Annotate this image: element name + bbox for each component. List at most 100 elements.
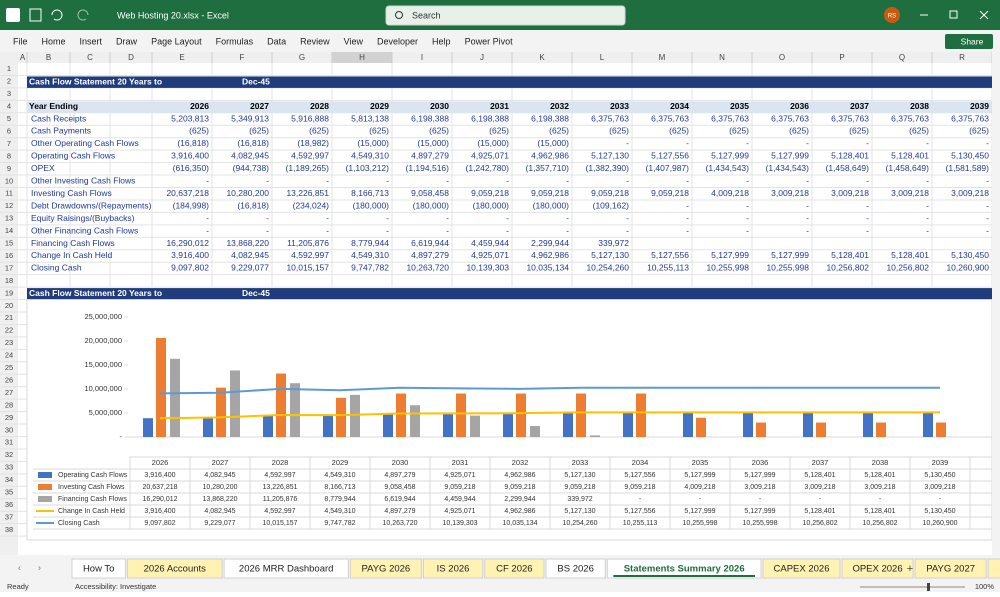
sheet-tab[interactable]: [422, 558, 484, 579]
redo-icon[interactable]: [77, 9, 89, 21]
data-table-value: 9,747,782: [324, 520, 355, 527]
data-table-value: 8,779,944: [324, 496, 355, 503]
bar: [503, 413, 513, 437]
add-sheet-button[interactable]: +: [907, 563, 913, 575]
cell-value: (625): [549, 126, 569, 136]
data-table-value: 10,263,720: [382, 520, 417, 527]
cell-value: -: [806, 176, 809, 186]
cell-value: (18,982): [297, 138, 329, 148]
sheet-tab[interactable]: [987, 558, 1000, 579]
cell-value: (625): [669, 126, 689, 136]
sheet-tab[interactable]: [349, 558, 422, 579]
cell-value: (616,350): [173, 163, 210, 173]
data-table-value: 5,127,999: [684, 472, 715, 479]
x-tick-label: 2038: [872, 458, 889, 467]
menu-item[interactable]: Developer: [377, 36, 418, 46]
header-label: Year Ending: [29, 101, 78, 111]
sheet-tab[interactable]: [841, 558, 914, 579]
restore-button[interactable]: [949, 10, 958, 19]
cell-value: 5,128,401: [891, 250, 929, 260]
cell-value: -: [986, 200, 989, 210]
cell-value: -: [746, 200, 749, 210]
menu-item[interactable]: Insert: [80, 36, 103, 46]
cell-value: (184,998): [173, 200, 210, 210]
data-table-value: -: [939, 496, 942, 503]
row-header: 9: [7, 164, 11, 173]
line-label: Equity Raisings/(Buybacks): [31, 213, 135, 223]
data-table-value: 10,280,200: [202, 484, 237, 491]
save-icon[interactable]: [29, 8, 42, 22]
user-avatar[interactable]: [884, 7, 900, 23]
cell-value: -: [986, 213, 989, 223]
sheet-tab-label: OPEX 2026: [852, 564, 902, 575]
cell-value: (1,434,543): [706, 163, 750, 173]
cell-value: (109,162): [593, 200, 630, 210]
data-table-value: 5,127,130: [564, 472, 595, 479]
row-header: 19: [5, 288, 13, 297]
window-title: Web Hosting 20.xlsx - Excel: [117, 10, 229, 20]
tab-scroll-left[interactable]: ‹: [18, 562, 21, 572]
column-header: J: [480, 53, 484, 62]
sheet-tab[interactable]: [914, 558, 987, 579]
menu-item[interactable]: Help: [432, 36, 451, 46]
cell-value: (1,434,543): [766, 163, 810, 173]
cell-value: 5,130,450: [951, 250, 989, 260]
data-table-value: -: [819, 496, 822, 503]
year-header: 2032: [550, 101, 569, 111]
zoom-thumb[interactable]: [927, 583, 930, 591]
cell-value: -: [926, 200, 929, 210]
sheet-tab[interactable]: [126, 558, 223, 579]
data-table-value: 4,962,986: [504, 508, 535, 515]
status-accessibility[interactable]: Accessibility: Investigate: [75, 582, 156, 591]
sheet-tab[interactable]: [71, 558, 126, 579]
menu-item[interactable]: Data: [267, 36, 286, 46]
menu-item[interactable]: Power Pivot: [465, 36, 514, 46]
data-table-value: 13,226,851: [262, 484, 297, 491]
sheet-tabs: How To 2026 Accounts 2026 MRR Dashboard PAY…: [71, 558, 1000, 579]
cell-value: 6,375,763: [591, 113, 629, 123]
cell-value: 5,128,401: [831, 151, 869, 161]
row-header: 23: [5, 338, 13, 347]
share-label: Share: [961, 36, 984, 46]
row-header: 37: [5, 512, 13, 521]
sheet-tab[interactable]: [223, 558, 349, 579]
bar: [216, 387, 226, 437]
menu-item[interactable]: File: [13, 36, 28, 46]
data-table-value: 3,009,218: [924, 484, 955, 491]
status-mode: Ready: [7, 582, 29, 591]
cell-value: 10,255,113: [647, 263, 689, 273]
cell-value: 4,897,279: [411, 250, 449, 260]
sheet-tab[interactable]: [606, 558, 762, 579]
search-box[interactable]: [385, 5, 626, 26]
menu-item[interactable]: Review: [300, 36, 330, 46]
y-tick-label: 25,000,000: [84, 312, 122, 321]
row-header: 5: [7, 114, 11, 123]
cell-value: 3,009,218: [951, 188, 989, 198]
sheet-tab-label: PAYG 2027: [926, 564, 975, 575]
cell-value: (16,818): [177, 138, 209, 148]
sheet-tab[interactable]: [545, 558, 606, 579]
cell-value: 3,009,218: [891, 188, 929, 198]
row-header: 38: [5, 525, 13, 534]
cell-value: 10,015,157: [286, 263, 329, 273]
data-table-value: 9,059,218: [564, 484, 595, 491]
data-table-value: 4,592,997: [264, 508, 295, 515]
tab-scroll-right[interactable]: ›: [38, 562, 41, 572]
share-button[interactable]: [945, 34, 993, 49]
menu-item[interactable]: View: [344, 36, 364, 46]
menu-item[interactable]: Draw: [116, 36, 138, 46]
cell-value: 16,290,012: [166, 238, 209, 248]
sheet-tab[interactable]: [484, 558, 545, 579]
sheet-tab[interactable]: [762, 558, 841, 579]
vertical-scrollbar[interactable]: [992, 52, 1000, 555]
data-table-value: 10,255,998: [682, 520, 717, 527]
menu-item[interactable]: Home: [42, 36, 66, 46]
undo-icon[interactable]: [51, 9, 63, 21]
row-header: 25: [5, 363, 13, 372]
bar: [683, 412, 693, 437]
bar: [923, 412, 933, 437]
cell-value: (1,458,649): [826, 163, 870, 173]
menu-item[interactable]: Page Layout: [151, 36, 202, 46]
menu-item[interactable]: Formulas: [216, 36, 254, 46]
close-button[interactable]: [979, 10, 989, 20]
